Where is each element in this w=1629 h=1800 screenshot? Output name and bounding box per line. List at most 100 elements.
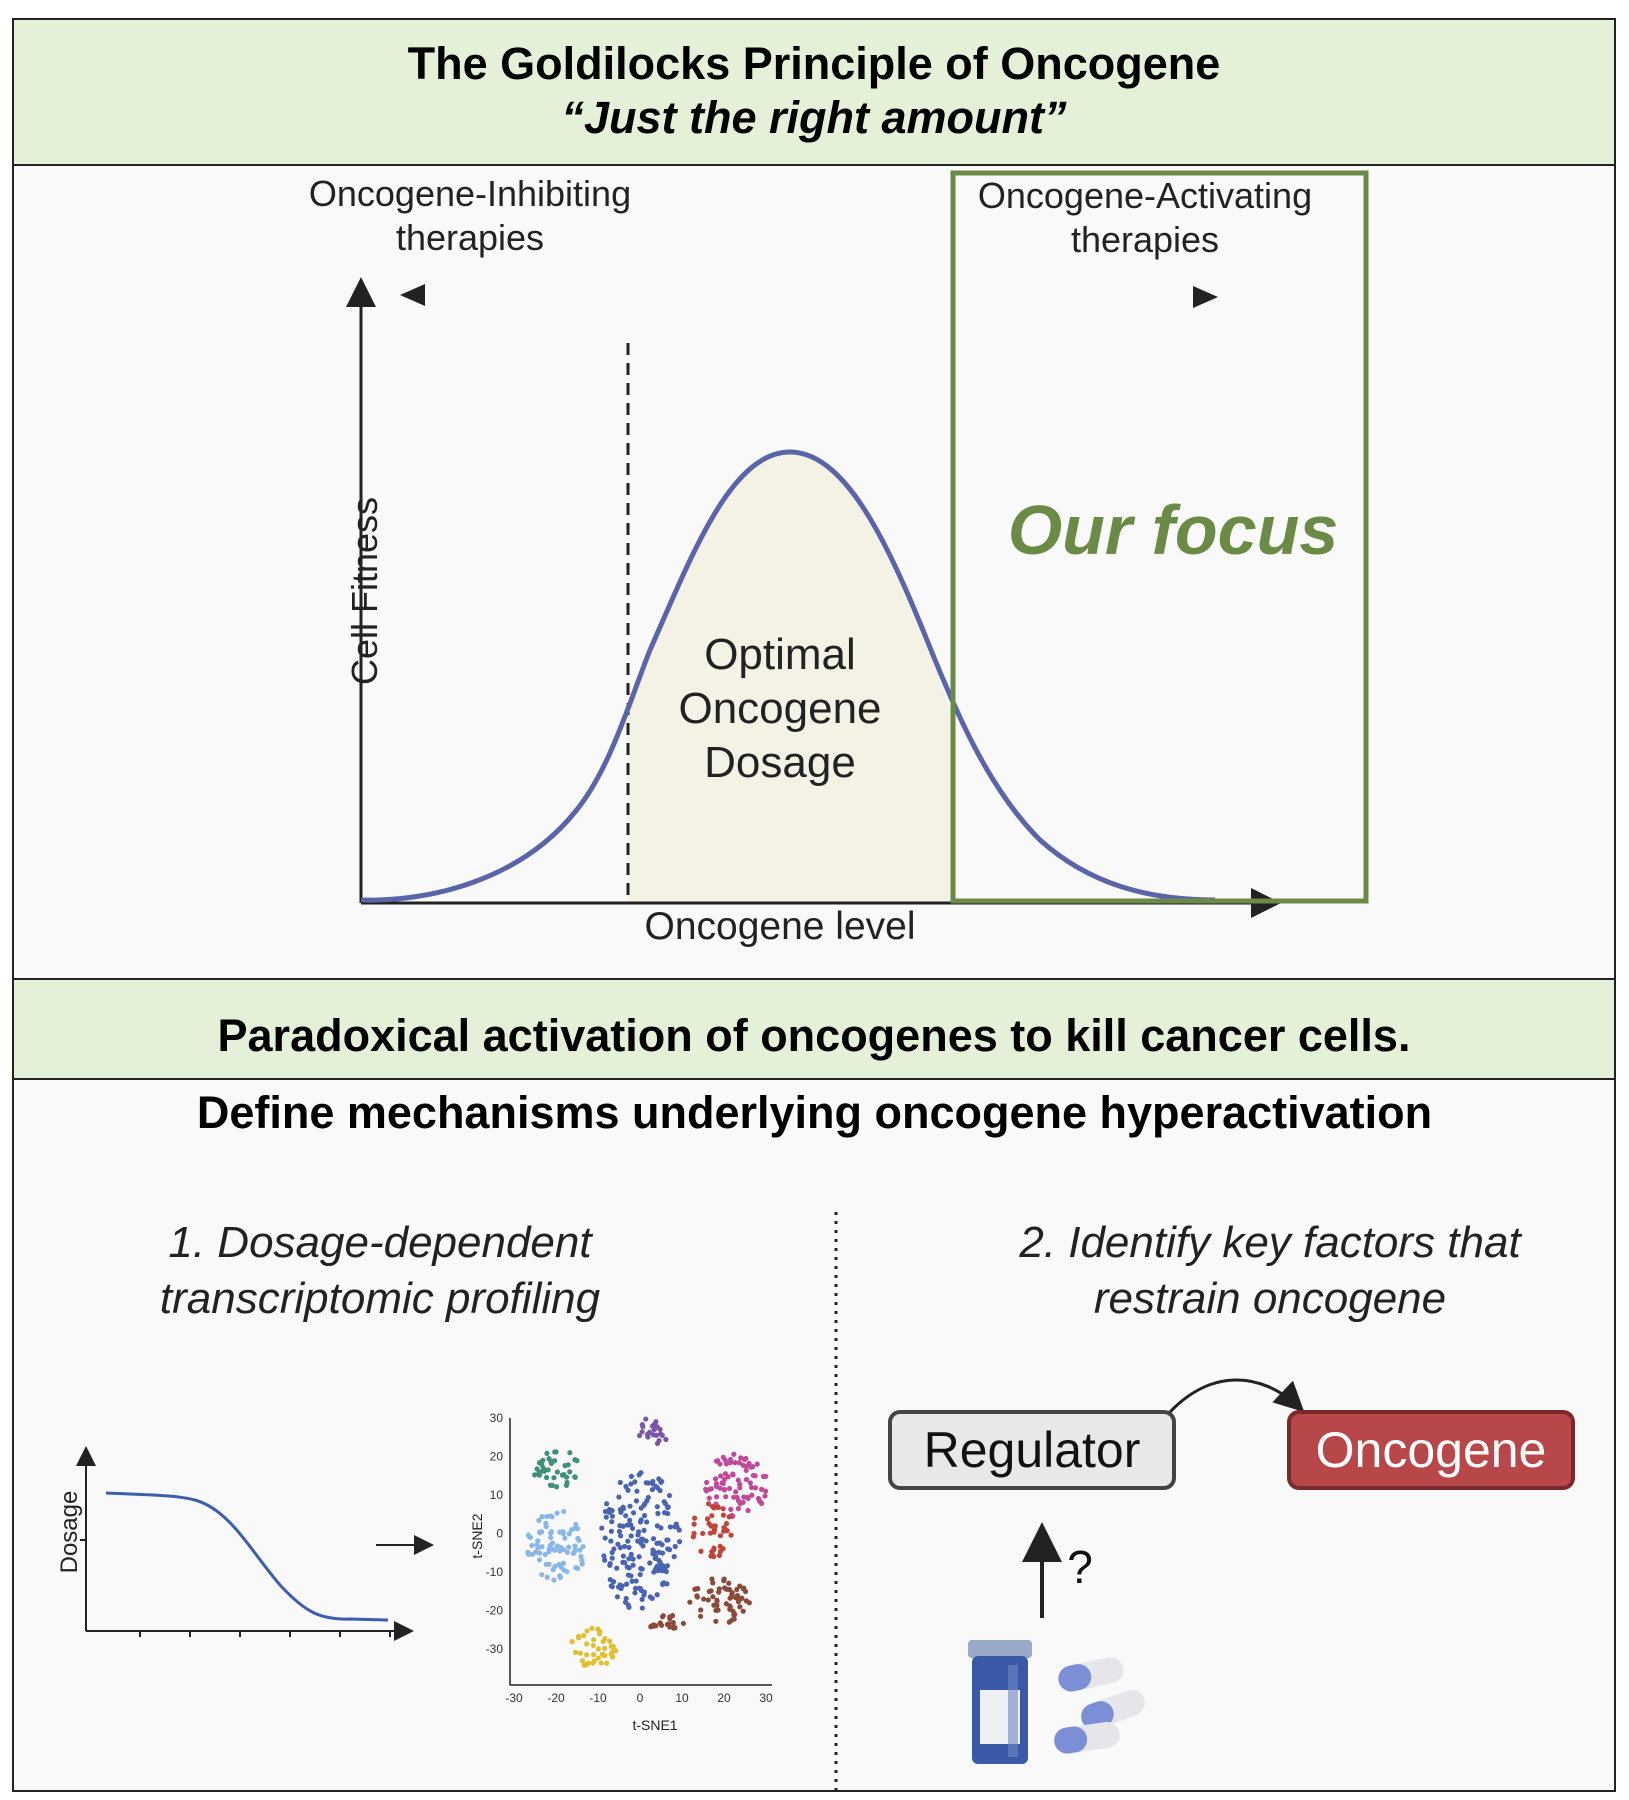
tsne-point	[706, 1495, 712, 1501]
tsne-point	[643, 1416, 649, 1422]
tsne-point	[666, 1547, 673, 1553]
tsne-point	[608, 1538, 614, 1544]
tsne-point	[564, 1549, 571, 1556]
tsne-point	[752, 1485, 759, 1491]
question-mark: ?	[1067, 1541, 1093, 1593]
tsne-point	[609, 1519, 615, 1525]
tsne-point	[602, 1557, 608, 1563]
tsne-point	[641, 1513, 648, 1519]
tsne-point	[721, 1487, 728, 1493]
tsne-point	[713, 1618, 719, 1624]
tsne-point	[551, 1577, 557, 1583]
tsne-point	[653, 1623, 659, 1629]
tsne-point	[710, 1594, 716, 1600]
tsne-point	[560, 1560, 567, 1566]
tsne-point	[569, 1639, 575, 1645]
tsne-point	[575, 1565, 581, 1572]
tsne-point	[625, 1487, 631, 1493]
capsules-icon	[1054, 1657, 1145, 1754]
tsne-point	[644, 1519, 650, 1525]
tsne-point	[735, 1599, 742, 1605]
tsne-point	[660, 1613, 666, 1619]
tsne-point	[715, 1607, 721, 1613]
tsne-point	[653, 1566, 659, 1572]
tsne-point	[632, 1585, 639, 1591]
dosage-curve	[105, 1491, 389, 1622]
tsne-point	[727, 1595, 733, 1601]
tsne-point	[639, 1596, 645, 1602]
tsne-point	[703, 1486, 709, 1492]
tsne-point	[654, 1440, 661, 1447]
tsne-y-tick: -10	[486, 1565, 504, 1579]
mechanisms-title: Define mechanisms underlying oncogene hy…	[196, 1087, 1433, 1138]
tsne-point	[687, 1599, 693, 1605]
tsne-point	[607, 1577, 613, 1583]
tsne-point	[650, 1547, 656, 1553]
tsne-point	[554, 1543, 561, 1549]
tsne-point	[662, 1510, 668, 1516]
tsne-point	[709, 1513, 715, 1519]
tsne-point	[640, 1543, 646, 1549]
tsne-point	[733, 1489, 739, 1495]
tsne-point	[595, 1655, 601, 1661]
tsne-point	[567, 1450, 573, 1456]
tsne-point	[550, 1546, 556, 1552]
tsne-point	[654, 1540, 660, 1547]
regulation-arrow	[1168, 1378, 1305, 1414]
tsne-point	[690, 1534, 696, 1540]
tsne-point	[552, 1563, 558, 1570]
tsne-point	[564, 1479, 570, 1486]
tsne-point	[554, 1469, 561, 1475]
tsne-point	[579, 1658, 586, 1664]
tsne-point	[572, 1474, 578, 1480]
tsne-point	[720, 1506, 726, 1512]
tsne-point	[648, 1623, 654, 1629]
tsne-point	[578, 1553, 584, 1560]
tsne-x-tick: -30	[505, 1691, 523, 1705]
tsne-point	[637, 1586, 643, 1592]
tsne-point	[548, 1534, 554, 1541]
tsne-x-tick: 20	[717, 1691, 731, 1705]
tsne-point	[718, 1473, 724, 1479]
tsne-point	[698, 1607, 704, 1613]
tsne-point	[616, 1494, 622, 1500]
tsne-point	[731, 1451, 737, 1457]
figure-frame: The Goldilocks Principle of Oncogene “Ju…	[12, 18, 1616, 1792]
tsne-point	[525, 1549, 531, 1555]
tsne-point	[717, 1485, 723, 1491]
tsne-point	[620, 1553, 627, 1559]
tsne-point	[655, 1510, 661, 1517]
tsne-point	[595, 1646, 601, 1652]
x-axis-label: Oncogene level	[644, 905, 916, 948]
tsne-point	[672, 1543, 678, 1550]
step1-label: 1. Dosage-dependent transcriptomic profi…	[159, 1218, 601, 1323]
tsne-point	[626, 1556, 632, 1562]
tsne-point	[743, 1467, 749, 1473]
tsne-point	[636, 1472, 642, 1478]
tsne-point	[653, 1432, 660, 1438]
tsne-y-tick: 30	[490, 1411, 504, 1425]
tsne-point	[626, 1521, 633, 1528]
tsne-point	[622, 1560, 628, 1566]
tsne-point	[565, 1462, 571, 1468]
tsne-point	[758, 1486, 765, 1492]
tsne-point	[650, 1478, 656, 1485]
tsne-point	[539, 1544, 545, 1550]
tsne-point	[694, 1594, 700, 1600]
tsne-point	[616, 1528, 623, 1535]
tsne-point	[723, 1494, 729, 1500]
tsne-point	[624, 1564, 630, 1570]
tsne-point	[628, 1481, 634, 1487]
tsne-point	[638, 1565, 644, 1572]
inhibiting-arrowhead	[400, 284, 425, 306]
tsne-point	[654, 1592, 660, 1598]
tsne-point	[715, 1458, 721, 1464]
tsne-point	[667, 1524, 673, 1530]
tsne-point	[732, 1460, 738, 1466]
activating-arrowhead	[1193, 286, 1218, 308]
tsne-point	[554, 1484, 560, 1490]
tsne-point	[726, 1485, 733, 1492]
tsne-point	[604, 1501, 610, 1507]
tsne-point	[666, 1492, 673, 1499]
regulator-box: Regulator	[888, 1410, 1176, 1490]
